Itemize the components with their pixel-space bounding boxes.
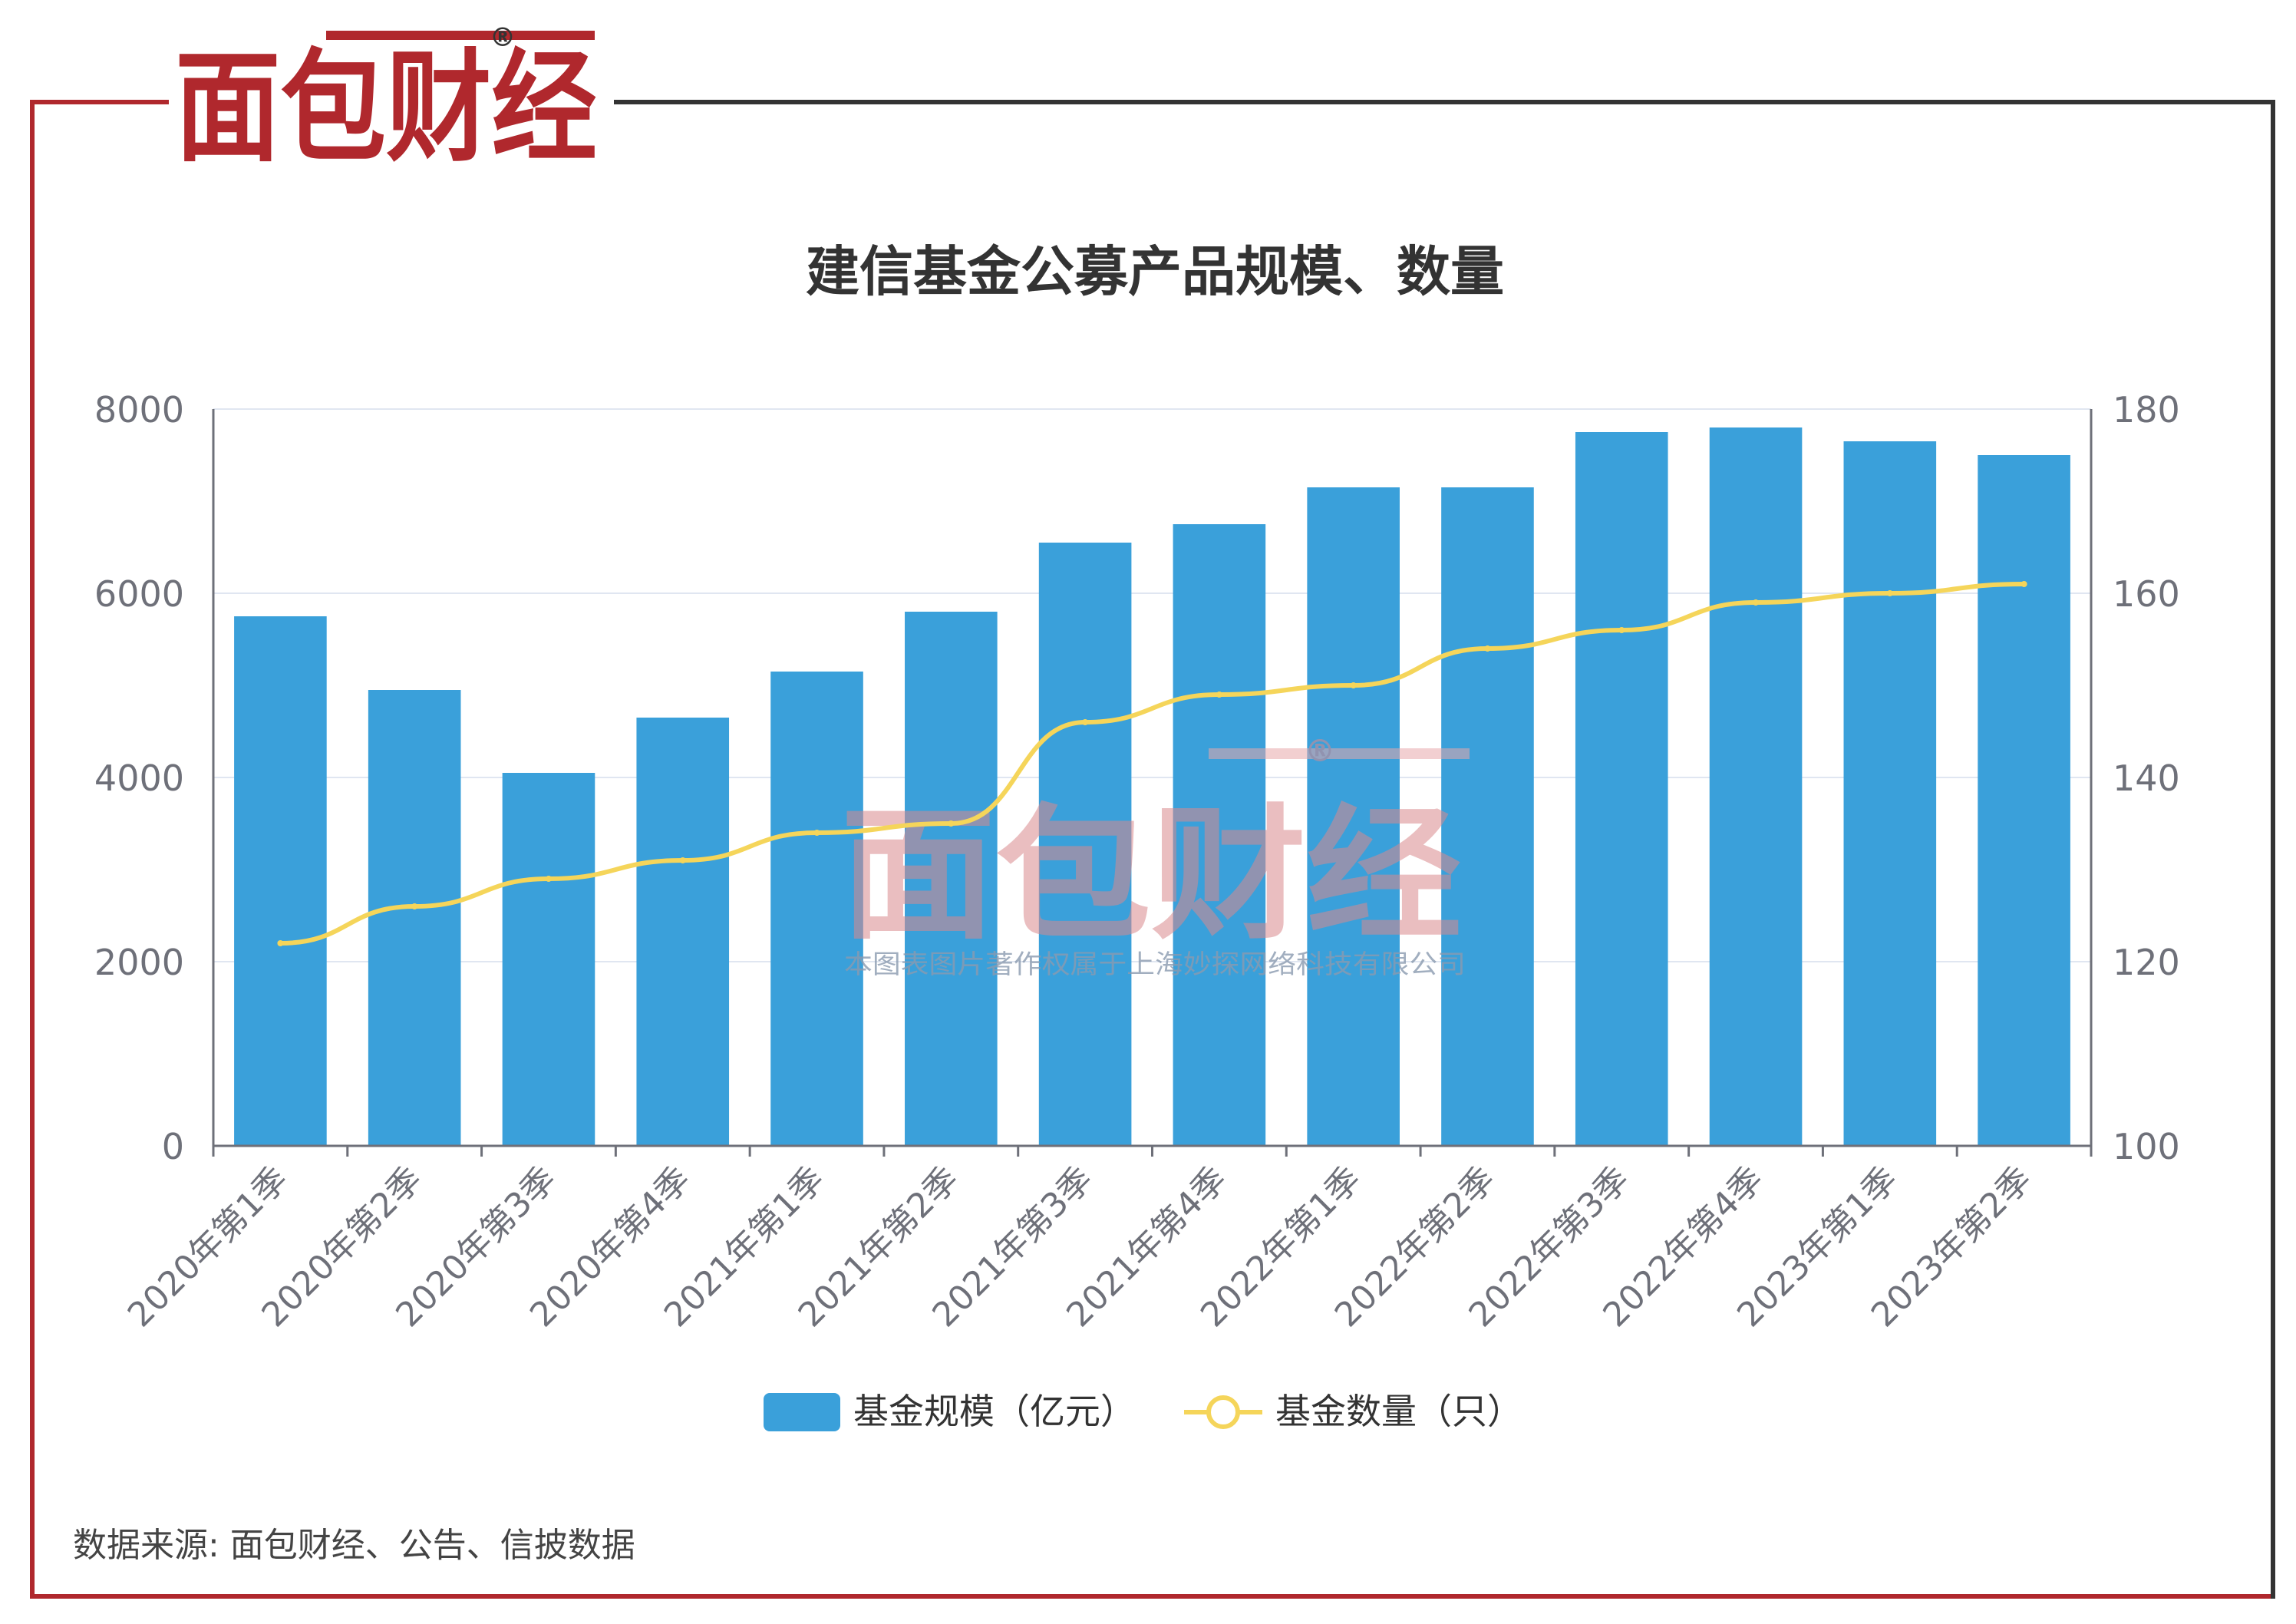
bar [234, 616, 327, 1146]
bar [368, 690, 461, 1146]
bar [1978, 455, 2070, 1146]
watermark-copyright: 本图表图片著作权属于上海妙探网络科技有限公司 [844, 949, 1466, 980]
brand-logo-text: 面包财经 [175, 38, 597, 179]
watermark-accent-bar [1209, 748, 1470, 759]
y-right-tick-label: 100 [2113, 1126, 2180, 1167]
bar [1173, 524, 1266, 1146]
line-point [2021, 581, 2027, 587]
bar [1038, 543, 1132, 1146]
line-point [679, 857, 686, 863]
legend-bar-swatch [764, 1393, 840, 1431]
y-right-tick-label: 160 [2113, 573, 2180, 615]
source-note: 数据来源: 面包财经、公告、信披数据 [73, 1526, 635, 1565]
y-left-tick-label: 6000 [94, 573, 184, 615]
watermark: 面包财经 ® [840, 734, 1470, 959]
bar [1575, 432, 1668, 1146]
bar-series [234, 427, 2070, 1146]
bar [1307, 487, 1400, 1146]
bar [636, 718, 730, 1146]
bar [1441, 487, 1534, 1146]
legend-line-label: 基金数量（只） [1275, 1391, 1522, 1432]
y-left-tick-label: 0 [162, 1126, 184, 1167]
watermark-registered-mark: ® [1305, 734, 1335, 769]
series-line [280, 582, 2024, 946]
logo-accent-bar [326, 31, 595, 40]
line-point [1753, 599, 1760, 606]
line-point [277, 940, 284, 946]
bar [502, 773, 595, 1146]
line-point [1082, 719, 1089, 725]
line-point [813, 830, 820, 836]
line-point [1886, 590, 1893, 596]
chart-title: 建信基金公募产品规模、数量 [806, 240, 1504, 303]
legend-bar-label: 基金规模（亿元） [853, 1391, 1136, 1432]
y-right-tick-label: 180 [2113, 389, 2180, 431]
y-right-tick-label: 140 [2113, 758, 2180, 799]
y-left-tick-label: 8000 [94, 389, 184, 431]
bar [770, 672, 863, 1146]
bar [905, 612, 998, 1146]
y-left-tick-label: 4000 [94, 758, 184, 799]
line-point [948, 820, 955, 827]
line-point [411, 903, 418, 909]
line-series [277, 581, 2027, 946]
brand-registered-mark: ® [490, 22, 516, 53]
legend: 基金规模（亿元） 基金数量（只） [764, 1391, 1522, 1432]
line-point [1350, 682, 1357, 688]
y-left-tick-label: 2000 [94, 942, 184, 983]
line-point [1618, 627, 1625, 633]
line-point [1216, 692, 1222, 698]
watermark-logo-text: 面包财经 [840, 791, 1462, 959]
line-point [545, 876, 552, 882]
line-point [1484, 645, 1491, 652]
frame [30, 100, 2275, 1599]
bar [1843, 441, 1937, 1146]
brand-logo: 面包财经 ® [175, 22, 597, 179]
y-right-tick-label: 120 [2113, 942, 2180, 983]
legend-line-marker [1206, 1395, 1240, 1429]
bar [1709, 427, 1803, 1146]
